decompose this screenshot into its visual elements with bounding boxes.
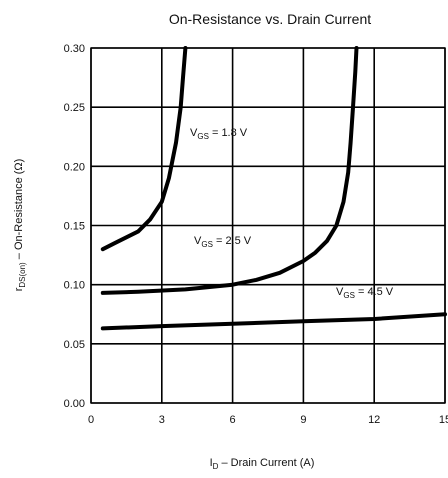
x-tick-label: 9 [300,414,306,426]
x-tick-label: 0 [88,414,94,426]
x-tick-label: 3 [159,414,165,426]
series-label-vgs-2-5: VGS = 2.5 V [194,235,252,249]
series-curves [100,46,447,331]
y-tick-label: 0.10 [64,280,85,292]
series-line-2 [100,312,447,331]
x-tick-labels: 0 3 6 9 12 15 [88,414,448,426]
chart-title: On-Resistance vs. Drain Current [169,11,371,27]
y-tick-labels: 0.00 0.05 0.10 0.15 0.20 0.25 0.30 [64,43,85,410]
x-tick-label: 6 [230,414,236,426]
y-tick-label: 0.20 [64,161,85,173]
y-tick-label: 0.00 [64,398,85,410]
series-label-vgs-1-8: VGS = 1.8 V [190,127,248,141]
y-tick-label: 0.15 [64,221,85,233]
y-tick-label: 0.05 [64,339,85,351]
x-axis-label: ID – Drain Current (A) [210,457,315,471]
series-label-vgs-4-5: VGS = 4.5 V [336,286,394,300]
plot-frame [90,47,446,404]
y-tick-label: 0.25 [64,102,85,114]
y-axis-label: rDS(on) – On-Resistance (Ω) [13,159,27,292]
x-tick-label: 12 [368,414,380,426]
series-line-0 [100,46,188,252]
series-line-1 [100,46,359,295]
y-tick-label: 0.30 [64,43,85,55]
x-tick-label: 15 [439,414,448,426]
